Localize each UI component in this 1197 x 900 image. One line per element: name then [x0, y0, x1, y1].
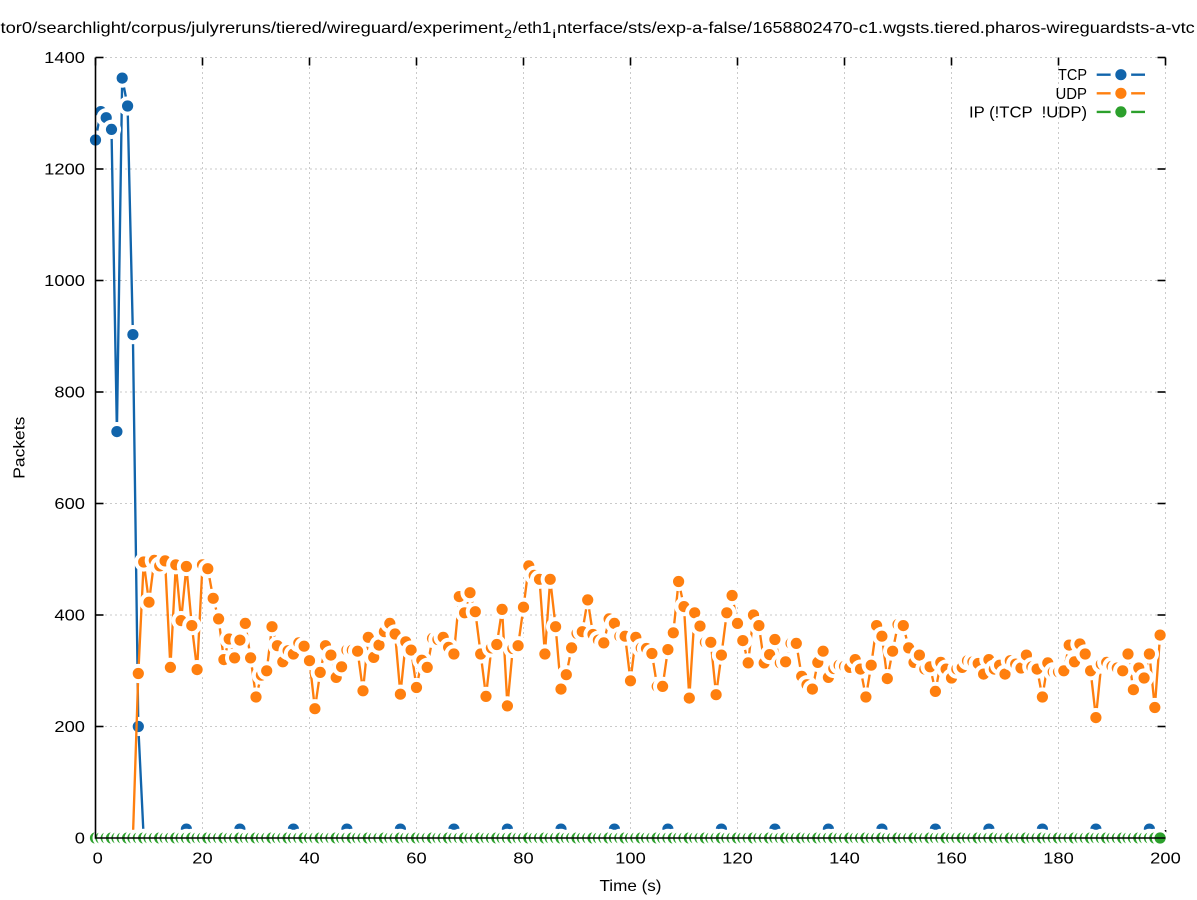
svg-text:100: 100 [615, 851, 646, 868]
svg-text:UDP: UDP [1056, 86, 1088, 103]
svg-text:200: 200 [1150, 851, 1181, 868]
svg-text:1658802470: 1658802470 [753, 20, 853, 37]
svg-text:1400: 1400 [44, 50, 85, 67]
svg-text:60: 60 [406, 851, 427, 868]
svg-text:-c1.wgsts.tiered.pharos-wiregu: -c1.wgsts.tiered.pharos-wireguardsts-a-v… [853, 20, 1195, 37]
svg-text:80: 80 [513, 851, 534, 868]
svg-text:200: 200 [54, 719, 85, 736]
svg-text:/eth1: /eth1 [513, 20, 552, 37]
svg-text:140: 140 [829, 851, 860, 868]
svg-text:tor0/searchlight/corpus/julyre: tor0/searchlight/corpus/julyreruns/tiere… [1, 20, 505, 37]
svg-text:i: i [552, 27, 556, 41]
svg-text:160: 160 [936, 851, 967, 868]
svg-text:400: 400 [54, 608, 85, 625]
svg-text:0: 0 [75, 831, 85, 848]
svg-text:nterface/sts/exp-a-false/: nterface/sts/exp-a-false/ [557, 20, 753, 37]
svg-text:180: 180 [1043, 851, 1074, 868]
svg-text:IP (!TCP !UDP): IP (!TCP !UDP) [969, 104, 1087, 121]
svg-text:20: 20 [192, 851, 213, 868]
svg-text:1000: 1000 [44, 273, 85, 290]
svg-text:40: 40 [299, 851, 320, 868]
svg-text:TCP: TCP [1058, 67, 1087, 84]
svg-text:800: 800 [54, 385, 85, 402]
svg-text:Time (s): Time (s) [600, 878, 662, 895]
svg-text:0: 0 [93, 851, 103, 868]
svg-text:1200: 1200 [44, 162, 85, 179]
svg-text:600: 600 [54, 496, 85, 513]
svg-text:2: 2 [504, 27, 512, 41]
svg-text:120: 120 [722, 851, 753, 868]
svg-text:Packets: Packets [12, 417, 29, 479]
